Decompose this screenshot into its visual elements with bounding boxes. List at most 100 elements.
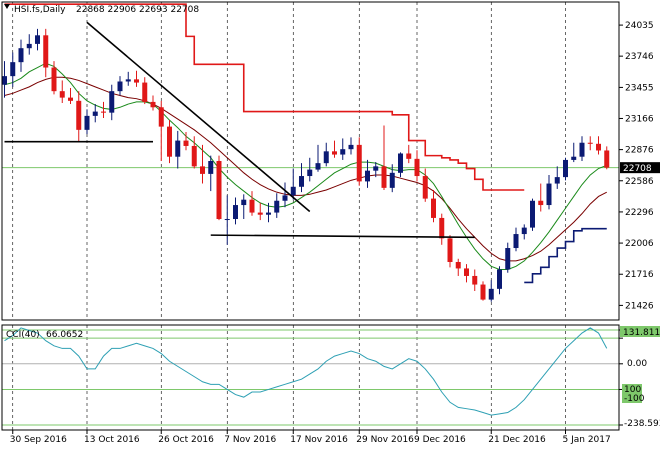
candle[interactable] [406,144,412,164]
current-price-tag: 22708 [620,162,660,174]
candle[interactable] [480,281,486,301]
candle-body [290,186,296,196]
candle[interactable] [365,159,370,188]
candle[interactable] [299,163,304,193]
cci-lines [2,327,619,426]
candle[interactable] [488,280,494,302]
candle[interactable] [340,138,346,160]
candle[interactable] [200,144,205,184]
candle[interactable] [464,264,469,283]
candle[interactable] [315,144,321,172]
candle-body [233,205,238,220]
candle[interactable] [455,258,461,276]
candle-body [604,150,610,168]
candle[interactable] [497,266,502,295]
candle[interactable] [307,157,313,182]
candle[interactable] [274,193,280,218]
candle[interactable] [447,235,453,268]
candles[interactable] [2,28,610,302]
candle[interactable] [249,191,255,216]
candle[interactable] [117,76,123,96]
candle-body [257,212,263,215]
candle[interactable] [208,155,214,192]
candle[interactable] [257,202,263,221]
x-tick-label: 7 Nov 2016 [224,435,276,445]
candle[interactable] [571,142,577,163]
candle[interactable] [422,168,428,202]
candle[interactable] [224,195,230,245]
candle[interactable] [2,61,7,98]
candle[interactable] [381,125,387,191]
candle[interactable] [266,202,271,223]
candle[interactable] [389,164,395,193]
candle[interactable] [356,137,362,186]
candle[interactable] [505,242,511,273]
candle[interactable] [109,84,115,121]
candle[interactable] [398,152,403,178]
candle[interactable] [167,120,172,164]
candle[interactable] [150,95,156,111]
candle[interactable] [241,194,247,220]
candle[interactable] [175,130,181,169]
trendlines[interactable] [4,21,475,239]
candle[interactable] [596,136,601,155]
candle[interactable] [323,142,329,167]
candle[interactable] [18,39,24,72]
candle[interactable] [554,166,560,189]
candle[interactable] [530,198,535,231]
candle[interactable] [348,137,354,155]
candle[interactable] [125,71,131,86]
candle-body [554,177,560,184]
candle[interactable] [183,131,189,151]
candle[interactable] [513,227,519,252]
candle-body [241,199,247,206]
candle[interactable] [579,136,585,161]
candle[interactable] [290,168,296,200]
candle[interactable] [68,87,73,105]
price-axis: 24035 23746 23455 23166 22876 22586 22296 22006… [619,21,654,311]
candle[interactable] [587,136,593,151]
candle[interactable] [521,224,527,240]
candle[interactable] [10,52,16,87]
trendline[interactable] [86,21,311,213]
candle[interactable] [431,190,436,223]
pane-collapse-icon[interactable] [4,4,10,9]
candle[interactable] [43,28,49,78]
candle-body [51,67,57,92]
candle[interactable] [414,150,420,182]
y-tick-label: 23166 [625,114,654,124]
candle[interactable] [92,104,98,123]
candle[interactable] [546,174,552,210]
candle[interactable] [472,269,478,291]
candle[interactable] [332,140,337,158]
candle[interactable] [59,80,65,103]
candle[interactable] [101,101,106,119]
candle-body [158,107,164,127]
candle[interactable] [538,183,544,212]
candle[interactable] [158,100,164,161]
candle[interactable] [51,61,57,95]
candle[interactable] [439,213,445,245]
candle[interactable] [216,155,222,221]
candle[interactable] [233,197,238,225]
candle[interactable] [35,28,40,51]
candle[interactable] [142,77,148,105]
candle[interactable] [191,136,197,169]
y-tick-label: 21426 [625,301,654,311]
x-tick-label: 26 Oct 2016 [158,435,214,445]
trendline[interactable] [210,234,475,239]
candle[interactable] [76,91,82,142]
candle[interactable] [373,162,379,178]
candle-body [101,111,106,113]
candle[interactable] [563,157,568,181]
x-tick-label: 29 Nov 2016 [356,435,414,445]
candle[interactable] [26,34,32,55]
candle[interactable] [134,70,139,87]
candle[interactable] [84,109,90,135]
candle-body [266,212,271,215]
candle-body [422,176,428,199]
candle-body [480,284,486,300]
candle[interactable] [282,182,288,208]
candle[interactable] [604,146,610,170]
candle-body [365,170,370,182]
